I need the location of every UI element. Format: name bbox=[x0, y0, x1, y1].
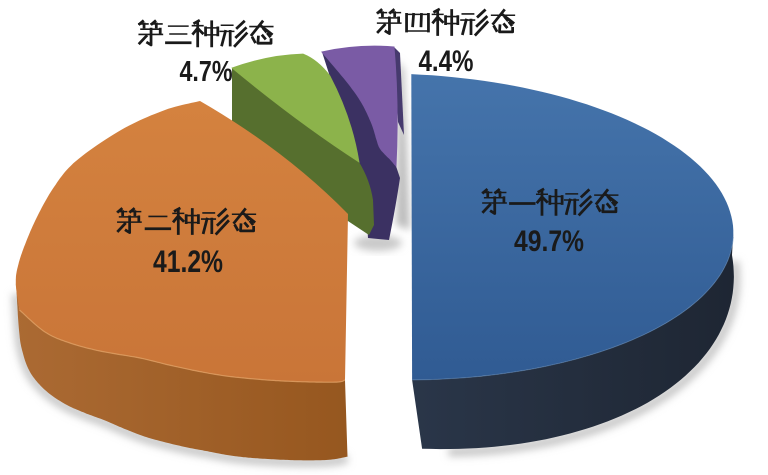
svg-text:4.4%: 4.4% bbox=[419, 45, 474, 78]
svg-text:4.7%: 4.7% bbox=[180, 56, 233, 88]
svg-text:49.7%: 49.7% bbox=[514, 225, 584, 258]
svg-text:41.2%: 41.2% bbox=[153, 243, 223, 279]
